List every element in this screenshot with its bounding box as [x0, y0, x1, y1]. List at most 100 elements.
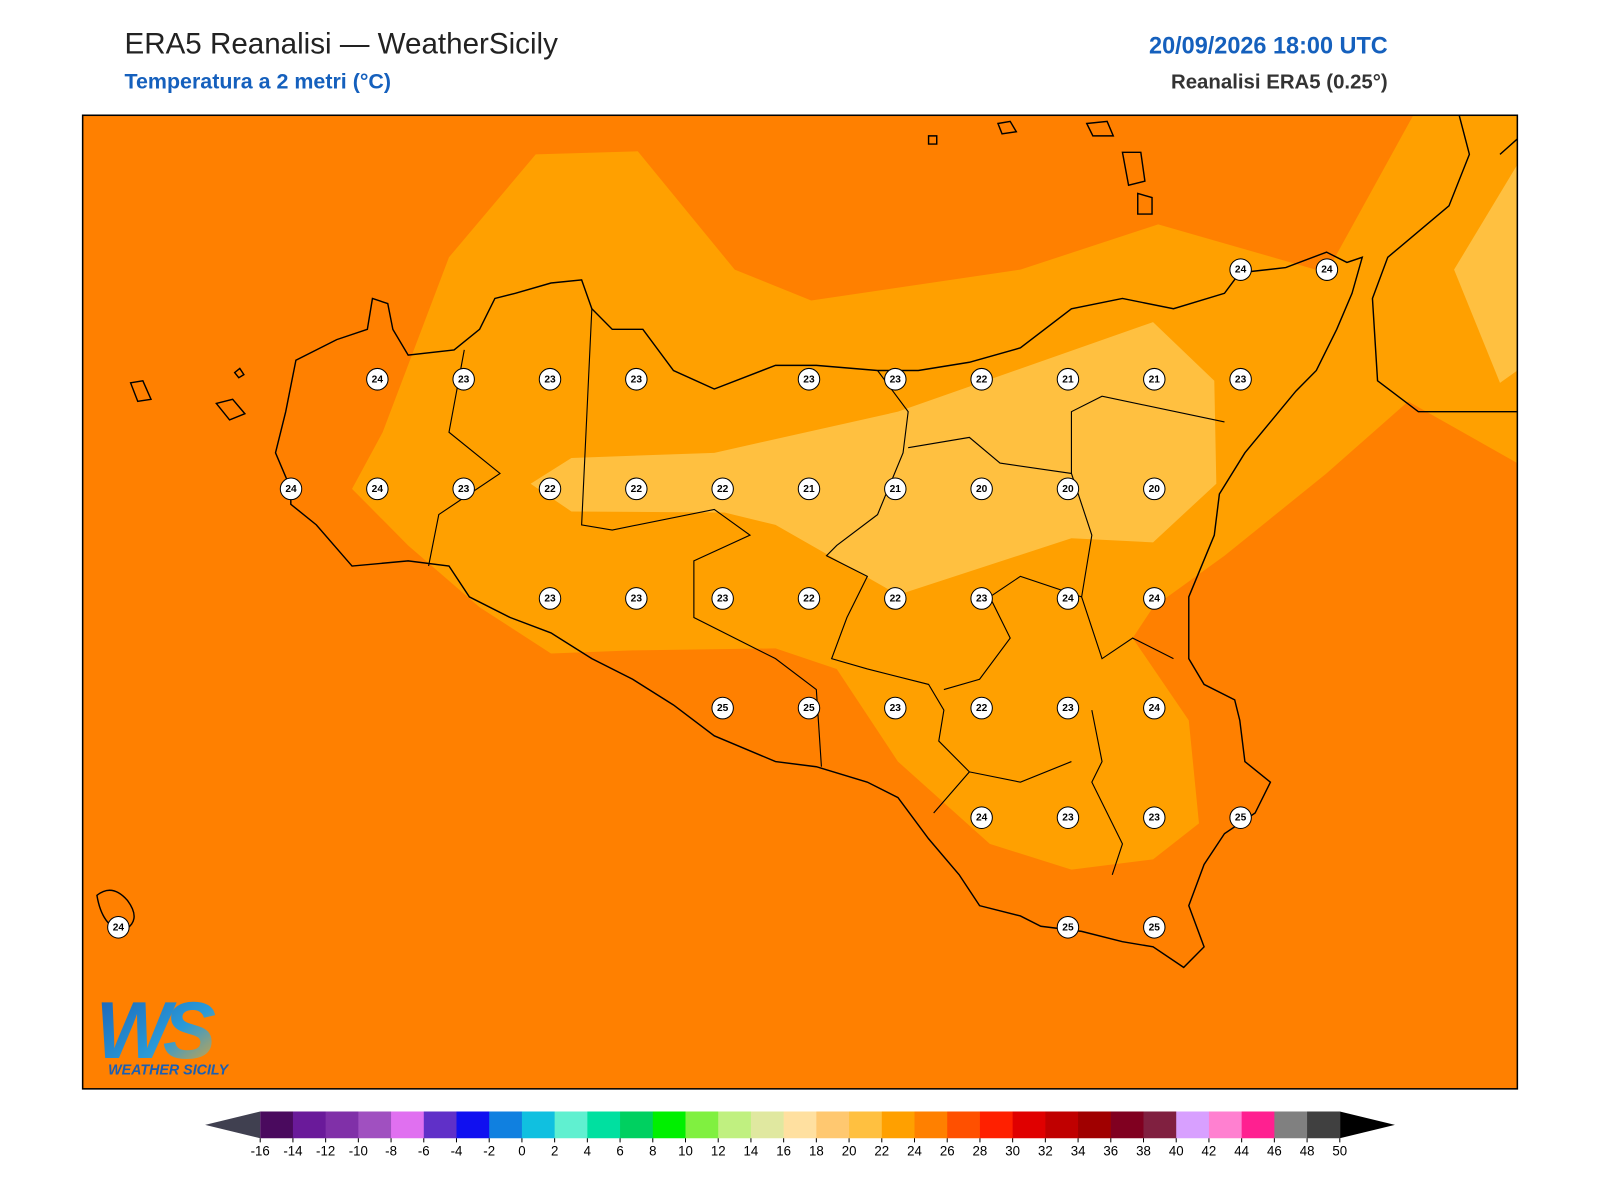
colorbar-bin: [979, 1111, 1014, 1139]
subtitle: Temperatura a 2 metri (°C): [124, 69, 391, 93]
colorbar-over: [1339, 1111, 1395, 1139]
colorbar-bin: [1176, 1111, 1210, 1139]
station: 23: [452, 477, 475, 501]
station-value: 23: [890, 374, 902, 385]
island: [96, 889, 135, 933]
station: 22: [797, 587, 821, 610]
station-value: 21: [1062, 374, 1074, 385]
station-marker: [711, 587, 734, 610]
colorbar-tick-label: 0: [518, 1144, 525, 1159]
colorbar-tick-label: 30: [1005, 1144, 1020, 1159]
colorbar-tick-label: 10: [678, 1144, 693, 1159]
logo-mark: WS: [96, 986, 216, 1075]
station: 24: [1315, 258, 1339, 281]
colorbar-bin: [718, 1111, 752, 1139]
title: ERA5 Reanalisi — WeatherSicily: [124, 27, 558, 60]
station: 23: [1229, 367, 1252, 391]
station: 23: [538, 587, 562, 610]
station: 22: [538, 477, 562, 501]
station: 24: [970, 806, 993, 829]
station: 23: [625, 587, 648, 610]
station-value: 23: [976, 593, 988, 604]
colorbar-tick-label: -16: [251, 1144, 270, 1159]
station-marker: [970, 696, 993, 720]
colorbar-bin: [489, 1111, 523, 1139]
station-marker: [1143, 915, 1166, 939]
station-value: 22: [976, 703, 988, 714]
datetime: 20/09/2026 18:00 UTC: [1149, 32, 1388, 58]
colorbar-tick-label: 42: [1202, 1144, 1217, 1159]
colorbar-tick-label: -2: [483, 1144, 495, 1159]
station-value: 21: [803, 484, 815, 495]
colorbar-bin: [1012, 1111, 1046, 1139]
colorbar-tick-label: -4: [451, 1144, 463, 1159]
colorbar-bin: [947, 1111, 981, 1139]
colorbar-bin: [554, 1111, 588, 1139]
station: 21: [1143, 367, 1166, 391]
stations: 24 24 24 23 23 23 23 23 22 21 21 23 24 24 23 22 22 22 21 21…: [107, 258, 1339, 939]
station-value: 23: [458, 374, 470, 385]
station-marker: [1315, 258, 1339, 281]
colorbar-bin: [881, 1111, 916, 1139]
colorbar-tick-label: 8: [649, 1144, 656, 1159]
colorbar-bin: [914, 1111, 948, 1139]
station: 24: [107, 915, 130, 939]
station-value: 23: [1149, 813, 1161, 824]
station-value: 22: [631, 484, 643, 495]
station: 23: [452, 367, 475, 391]
station-value: 20: [1149, 484, 1161, 495]
station-marker: [538, 587, 562, 610]
station-value: 22: [717, 484, 729, 495]
station: 22: [625, 477, 648, 501]
colorbar-bin: [652, 1111, 687, 1139]
station-marker: [1143, 696, 1166, 720]
colorbar-tick-label: 12: [711, 1144, 726, 1159]
station: 25: [1143, 915, 1166, 939]
station: 25: [711, 696, 734, 720]
colorbar-bin: [423, 1111, 458, 1139]
station-marker: [1143, 367, 1166, 391]
station-value: 23: [1062, 703, 1074, 714]
station: 24: [1229, 258, 1252, 281]
colorbar-tick-label: 24: [907, 1144, 922, 1159]
colorbar-bin: [1078, 1111, 1112, 1139]
colorbar-tick-label: -8: [385, 1144, 397, 1159]
station-marker: [884, 696, 907, 720]
colorbar-bin: [849, 1111, 883, 1139]
station: 23: [884, 367, 907, 391]
station-marker: [1229, 367, 1252, 391]
station: 25: [1229, 806, 1252, 829]
station-value: 22: [803, 593, 815, 604]
station-value: 23: [631, 374, 643, 385]
station: 22: [970, 367, 993, 391]
station-value: 24: [372, 484, 384, 495]
station: 23: [1056, 806, 1080, 829]
station-marker: [1143, 587, 1166, 610]
station: 23: [884, 696, 907, 720]
colorbar-bin: [1307, 1111, 1341, 1139]
colorbar-bin: [816, 1111, 850, 1139]
station: 21: [797, 477, 821, 501]
station-marker: [797, 367, 821, 391]
temperature-contour: [1454, 164, 1518, 383]
station-marker: [452, 367, 475, 391]
station-value: 24: [976, 813, 988, 824]
colorbar-bin: [620, 1111, 654, 1139]
station-value: 24: [1235, 265, 1247, 276]
station: 24: [1143, 696, 1166, 720]
station-value: 25: [717, 703, 729, 714]
station-value: 23: [1062, 813, 1074, 824]
temperature-contour: [530, 322, 1217, 595]
station: 24: [366, 477, 389, 501]
station: 22: [884, 587, 907, 610]
colorbar-tick-label: 18: [809, 1144, 824, 1159]
station: 24: [1056, 587, 1080, 610]
station-value: 25: [1235, 813, 1247, 824]
colorbar-tick-label: 34: [1071, 1144, 1086, 1159]
station-marker: [884, 477, 907, 501]
colorbar-bin: [521, 1111, 556, 1139]
colorbar-bin: [1241, 1111, 1275, 1139]
colorbar-bin: [325, 1111, 359, 1139]
station: 23: [625, 367, 648, 391]
